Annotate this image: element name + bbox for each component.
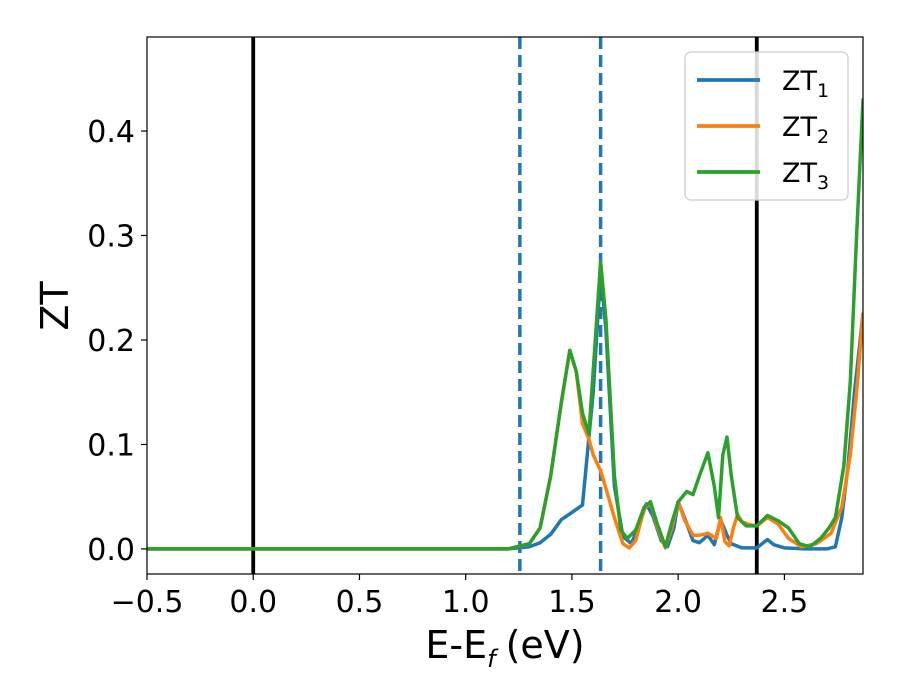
x-tick-label: 0.5 [336,585,384,620]
x-axis-title: E-Ef (eV) [425,623,584,673]
legend-label-zt3: ZT3 [782,158,829,194]
legend-label-zt2: ZT2 [782,112,829,148]
y-axis-title: ZT [33,281,77,331]
x-tick-label: −0.5 [111,585,184,620]
y-tick-label: 0.4 [87,115,135,150]
legend-box [684,51,849,201]
series-line-zt3 [147,97,863,551]
x-tick-label: 1.5 [548,585,596,620]
x-tick-label: 1.0 [442,585,490,620]
y-tick-label: 0.0 [87,533,135,568]
y-tick-label: 0.3 [87,220,135,255]
x-tick-label: 2.5 [761,585,809,620]
x-tick-label: 0.0 [229,585,277,620]
plot-frame [146,36,864,575]
y-tick-label: 0.1 [87,428,135,463]
x-tick-label: 2.0 [654,585,702,620]
y-tick-label: 0.2 [87,324,135,359]
legend-label-zt1: ZT1 [782,66,829,102]
legend: ZT1 ZT2 ZT3 [684,51,849,201]
